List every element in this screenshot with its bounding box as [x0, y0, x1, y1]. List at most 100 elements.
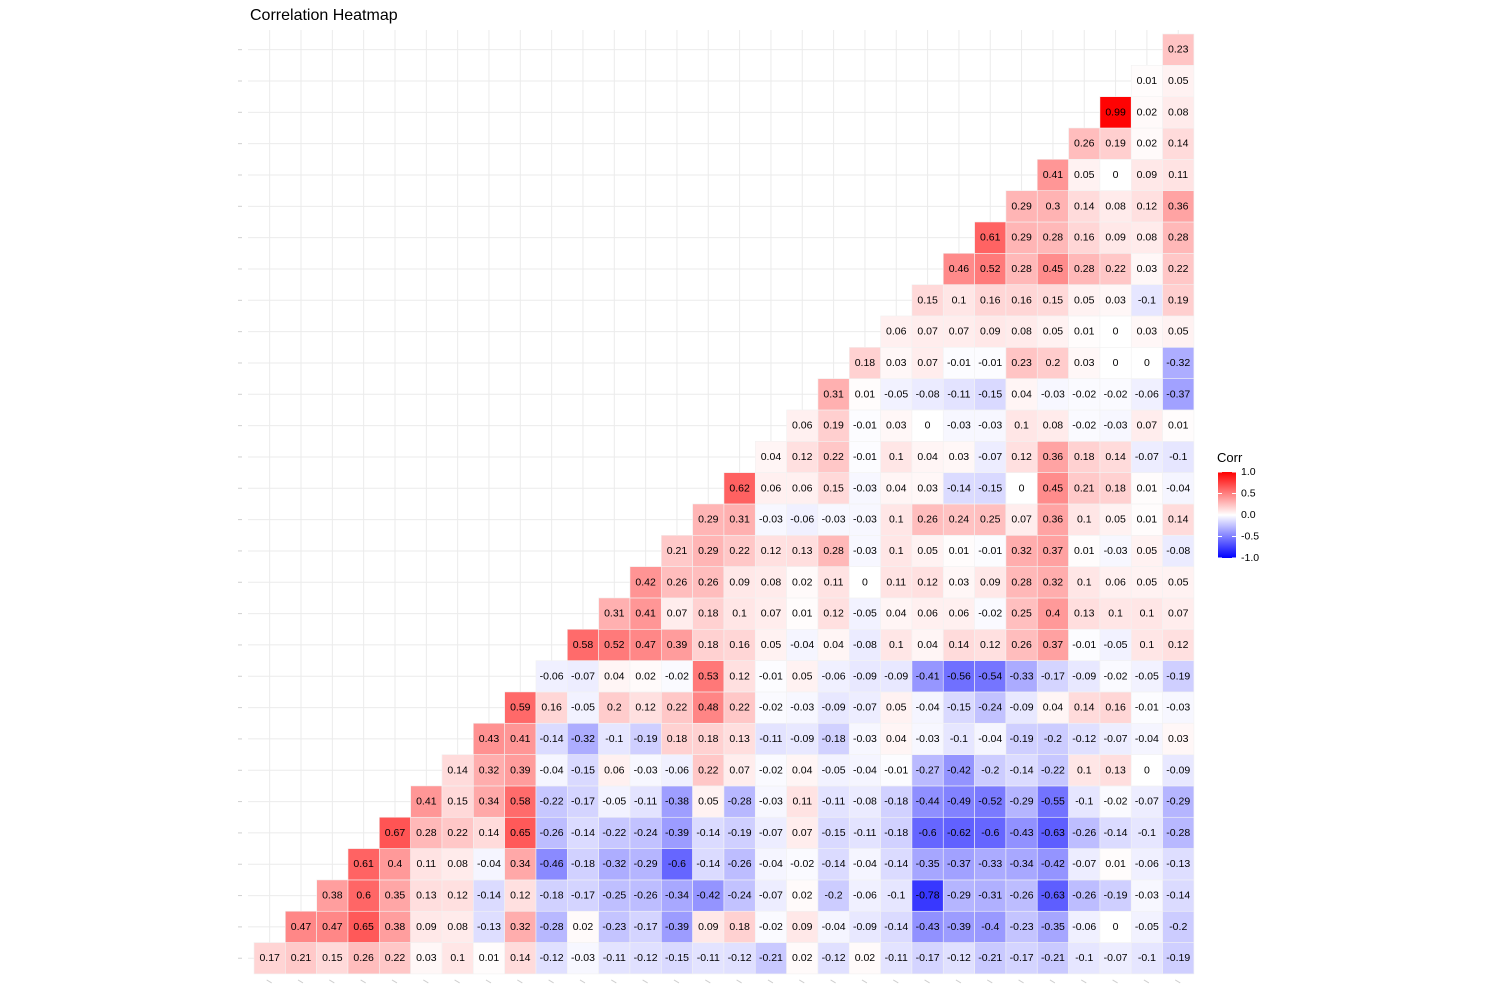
heatmap-cell — [1036, 159, 1069, 191]
heatmap-cell — [1162, 315, 1195, 348]
cell-value-label: 0.41 — [510, 733, 531, 745]
cell-value-label: 0.18 — [698, 733, 719, 745]
heatmap-cell — [1099, 315, 1132, 348]
x-axis-tick — [705, 979, 711, 984]
cell-value-label: 0.03 — [1137, 326, 1158, 338]
heatmap-cell — [848, 534, 881, 567]
cell-value-label: -0.17 — [571, 890, 595, 902]
cell-value-label: 0.05 — [1105, 514, 1126, 526]
heatmap-cell — [1036, 597, 1069, 630]
heatmap-cell — [1099, 96, 1132, 129]
heatmap-cell — [880, 346, 913, 379]
heatmap-cell — [723, 534, 756, 567]
cell-value-label: -0.03 — [759, 796, 783, 808]
cell-value-label: -0.03 — [947, 420, 971, 432]
heatmap-cell — [1036, 190, 1069, 223]
heatmap-cell — [660, 816, 693, 849]
heatmap-cell — [786, 754, 819, 787]
heatmap-cells — [253, 33, 1195, 975]
heatmap-cell — [911, 440, 944, 473]
cell-value-label: -0.37 — [947, 858, 971, 870]
heatmap-cell — [974, 722, 1007, 755]
cell-value-label: -0.1 — [1138, 952, 1156, 964]
heatmap-cell — [1005, 346, 1038, 379]
heatmap-cell — [942, 284, 975, 317]
cell-value-label: 0.07 — [949, 326, 970, 338]
heatmap-cell — [504, 816, 537, 849]
heatmap-cell — [1068, 942, 1101, 975]
cell-value-labels: 0.17 0.21 0.15 0.26 0.22 0.03 0.1 0.01 0.14 -0.12… — [259, 44, 1190, 965]
cell-value-label: 0.09 — [1105, 232, 1126, 244]
cell-value-label: -0.24 — [728, 890, 752, 902]
x-axis-tick — [955, 979, 962, 984]
heatmap-cell — [441, 754, 474, 787]
heatmap-cell — [942, 566, 975, 599]
cell-value-label: 0.07 — [761, 608, 782, 620]
cell-value-label: -0.28 — [540, 921, 564, 933]
heatmap-cell — [754, 660, 787, 693]
cell-value-label: -0.01 — [853, 451, 877, 463]
cell-value-label: -0.02 — [1104, 670, 1128, 682]
cell-value-label: 0.21 — [667, 545, 688, 557]
heatmap-cell — [1068, 566, 1101, 599]
cell-value-label: -0.09 — [1072, 670, 1096, 682]
cell-value-label: 0.32 — [479, 764, 500, 776]
cell-value-label: 0 — [1144, 357, 1150, 369]
heatmap-cell — [598, 660, 631, 693]
heatmap-cell — [1162, 346, 1195, 379]
cell-value-label: 0.05 — [698, 796, 719, 808]
heatmap-cell — [754, 722, 787, 755]
cell-value-label: -0.07 — [1135, 451, 1159, 463]
cell-value-label: -0.41 — [916, 670, 940, 682]
cell-value-label: 0.09 — [416, 921, 437, 933]
heatmap-cell — [974, 848, 1007, 881]
cell-value-label: -0.2 — [825, 890, 843, 902]
cell-value-label: 0.09 — [698, 921, 719, 933]
heatmap-cell — [379, 816, 411, 849]
heatmap-cell — [723, 628, 756, 661]
cell-value-label: 0.12 — [1137, 200, 1158, 212]
heatmap-cell — [911, 315, 944, 348]
heatmap-cell — [1130, 848, 1163, 881]
cell-value-label: 0.12 — [510, 890, 531, 902]
heatmap-cell — [1068, 221, 1101, 254]
cell-value-label: 0.23 — [1168, 44, 1189, 56]
cell-value-label: 0.05 — [1137, 545, 1158, 557]
cell-value-label: 0.12 — [1168, 639, 1189, 651]
cell-value-label: 0.03 — [1168, 733, 1189, 745]
cell-value-label: 0.24 — [949, 514, 970, 526]
heatmap-cell — [629, 754, 662, 787]
cell-value-label: 0.28 — [1011, 576, 1032, 588]
cell-value-label: -0.03 — [978, 420, 1002, 432]
heatmap-cell — [942, 848, 975, 881]
cell-value-label: 0 — [1113, 326, 1119, 338]
cell-value-label: -0.04 — [759, 858, 783, 870]
heatmap-cell — [723, 597, 756, 630]
heatmap-cell — [723, 754, 756, 787]
cell-value-label: 0.31 — [823, 388, 844, 400]
cell-value-label: 0.46 — [949, 263, 970, 275]
heatmap-cell — [473, 785, 505, 818]
cell-value-label: 0.07 — [729, 764, 750, 776]
cell-value-label: -0.07 — [759, 827, 783, 839]
cell-value-label: 0.1 — [1014, 420, 1029, 432]
heatmap-cell — [1099, 910, 1132, 943]
cell-value-label: -0.02 — [978, 608, 1002, 620]
cell-value-label: -0.14 — [1166, 890, 1190, 902]
cell-value-label: 0.06 — [792, 482, 813, 494]
cell-value-label: -0.03 — [1135, 890, 1159, 902]
cell-value-label: -0.11 — [822, 796, 845, 808]
cell-value-label: 0.22 — [823, 451, 844, 463]
cell-value-label: -0.13 — [477, 921, 501, 933]
heatmap-cell — [1130, 159, 1163, 191]
heatmap-cell — [848, 754, 881, 787]
cell-value-label: 0.12 — [729, 670, 750, 682]
cell-value-label: 0.04 — [886, 733, 907, 745]
cell-value-label: 0.29 — [698, 514, 719, 526]
cell-value-label: 0.12 — [917, 576, 938, 588]
cell-value-label: 0.65 — [353, 921, 374, 933]
cell-value-label: -0.18 — [884, 796, 908, 808]
heatmap-cell — [911, 378, 944, 411]
cell-value-label: 0.14 — [479, 827, 500, 839]
cell-value-label: 0.15 — [447, 796, 468, 808]
